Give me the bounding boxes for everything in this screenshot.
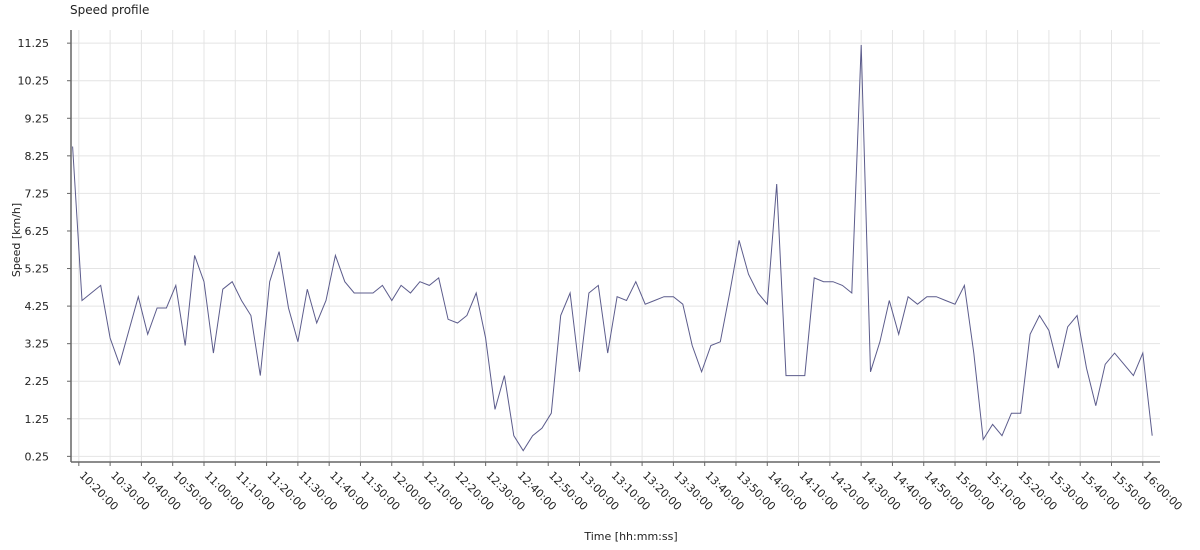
- chart-title: Speed profile: [70, 3, 149, 17]
- y-axis-label: Speed [km/h]: [10, 203, 23, 277]
- y-tick-label: 5.25: [25, 263, 50, 276]
- y-tick-label: 7.25: [25, 187, 50, 200]
- speed-line: [72, 44, 1153, 452]
- y-tick-label: 8.25: [25, 150, 50, 163]
- y-tick-label: 3.25: [25, 338, 50, 351]
- y-tick-label: 6.25: [25, 225, 50, 238]
- y-tick-label: 11.25: [18, 37, 50, 50]
- y-tick-label: 4.25: [25, 300, 50, 313]
- y-tick-label: 9.25: [25, 112, 50, 125]
- y-tick-label: 1.25: [25, 413, 50, 426]
- x-axis-label: Time [hh:mm:ss]: [583, 530, 677, 543]
- y-tick-label: 10.25: [18, 75, 50, 88]
- y-tick-label: 2.25: [25, 375, 50, 388]
- y-tick-label: 0.25: [25, 450, 50, 463]
